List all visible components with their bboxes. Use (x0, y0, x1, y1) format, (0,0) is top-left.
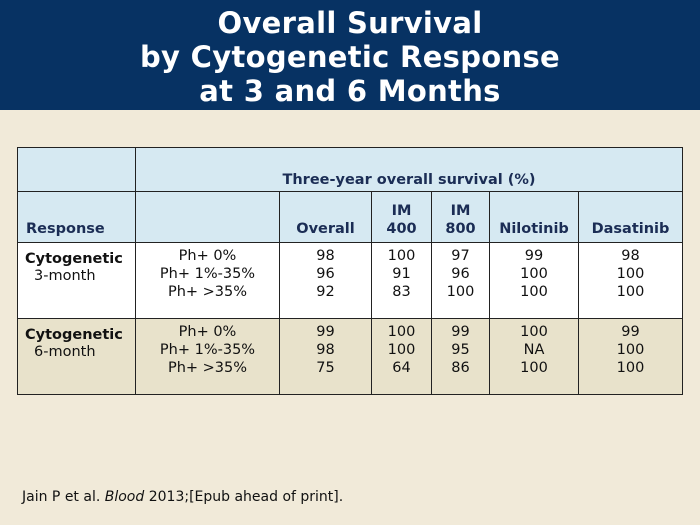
timepoint-label: 6-month (34, 344, 96, 360)
citation-authors: Jain P et al. (22, 489, 101, 505)
survival-table: Three-year overall survival (%) Response… (17, 147, 683, 395)
slide-title-line-1: Overall Survival (217, 6, 483, 40)
im800-cell: 99 95 86 (431, 318, 490, 395)
im400-value: 100 (387, 342, 416, 358)
dasatinib-value: 99 (621, 324, 640, 340)
ph-level: Ph+ 1%-35% (159, 266, 256, 282)
nilotinib-cell: 100 NA 100 (489, 318, 579, 395)
overall-value: 75 (316, 360, 335, 376)
col-header-im800-line1: IM (450, 203, 471, 219)
col-header-im400-line2: 400 (386, 221, 417, 237)
ph-level: Ph+ 1%-35% (159, 342, 256, 358)
dasatinib-cell: 99 100 100 (578, 318, 683, 395)
header-corner-cell (17, 147, 136, 192)
header-row-columns: Response Overall IM 400 IM 800 Nilotinib… (17, 191, 683, 243)
overall-value: 96 (316, 266, 335, 282)
overall-value: 92 (316, 284, 335, 300)
dasatinib-value: 100 (616, 360, 645, 376)
col-header-dasatinib: Dasatinib (578, 191, 683, 243)
nilotinib-cell: 99 100 100 (489, 242, 579, 319)
im400-value: 64 (392, 360, 411, 376)
response-cell: Cytogenetic 3-month (17, 242, 136, 319)
im800-value: 97 (451, 248, 470, 264)
im400-value: 83 (392, 284, 411, 300)
citation-details: 2013;[Epub ahead of print]. (148, 489, 344, 505)
im400-value: 100 (387, 324, 416, 340)
col-header-im400-line1: IM (391, 203, 412, 219)
col-header-nilotinib: Nilotinib (489, 191, 579, 243)
table-row-6-month: Cytogenetic 6-month Ph+ 0% Ph+ 1%-35% Ph… (17, 318, 683, 395)
response-label: Cytogenetic (25, 327, 123, 343)
dasatinib-cell: 98 100 100 (578, 242, 683, 319)
dasatinib-value: 100 (616, 284, 645, 300)
ph-cell: Ph+ 0% Ph+ 1%-35% Ph+ >35% (135, 318, 280, 395)
dasatinib-value: 98 (621, 248, 640, 264)
slide-title-line-3: at 3 and 6 Months (199, 74, 501, 108)
col-header-overall: Overall (279, 191, 372, 243)
im400-value: 100 (387, 248, 416, 264)
overall-value: 99 (316, 324, 335, 340)
ph-cell: Ph+ 0% Ph+ 1%-35% Ph+ >35% (135, 242, 280, 319)
slide-title-line-2: by Cytogenetic Response (140, 40, 560, 74)
dasatinib-value: 100 (616, 266, 645, 282)
citation-journal: Blood (104, 489, 145, 505)
response-cell: Cytogenetic 6-month (17, 318, 136, 395)
nilotinib-value: NA (523, 342, 545, 358)
group-header: Three-year overall survival (%) (135, 147, 683, 192)
im800-value: 95 (451, 342, 470, 358)
ph-level: Ph+ 0% (178, 324, 237, 340)
nilotinib-value: 100 (520, 284, 548, 300)
overall-cell: 98 96 92 (279, 242, 372, 319)
response-label: Cytogenetic (25, 251, 123, 267)
nilotinib-value: 100 (520, 324, 548, 340)
im400-cell: 100 100 64 (371, 318, 432, 395)
col-header-response: Response (17, 191, 136, 243)
col-header-im400: IM 400 (371, 191, 432, 243)
ph-level: Ph+ 0% (178, 248, 237, 264)
col-header-im800: IM 800 (431, 191, 490, 243)
im800-cell: 97 96 100 (431, 242, 490, 319)
col-header-blank (135, 191, 280, 243)
dasatinib-value: 100 (616, 342, 645, 358)
ph-level: Ph+ >35% (167, 360, 248, 376)
timepoint-label: 3-month (34, 268, 96, 284)
title-bar: Overall Survival by Cytogenetic Response… (0, 0, 700, 110)
im800-value: 96 (451, 266, 470, 282)
im400-value: 91 (392, 266, 411, 282)
overall-value: 98 (316, 248, 335, 264)
ph-level: Ph+ >35% (167, 284, 248, 300)
col-header-im800-line2: 800 (445, 221, 476, 237)
nilotinib-value: 99 (524, 248, 544, 264)
im800-value: 99 (451, 324, 470, 340)
im400-cell: 100 91 83 (371, 242, 432, 319)
header-row-group: Three-year overall survival (%) (17, 147, 683, 192)
overall-cell: 99 98 75 (279, 318, 372, 395)
citation: Jain P et al. Blood 2013;[Epub ahead of … (22, 489, 343, 505)
nilotinib-value: 100 (520, 266, 548, 282)
nilotinib-value: 100 (520, 360, 548, 376)
overall-value: 98 (316, 342, 335, 358)
im800-value: 100 (446, 284, 475, 300)
table-row-3-month: Cytogenetic 3-month Ph+ 0% Ph+ 1%-35% Ph… (17, 242, 683, 319)
im800-value: 86 (451, 360, 470, 376)
